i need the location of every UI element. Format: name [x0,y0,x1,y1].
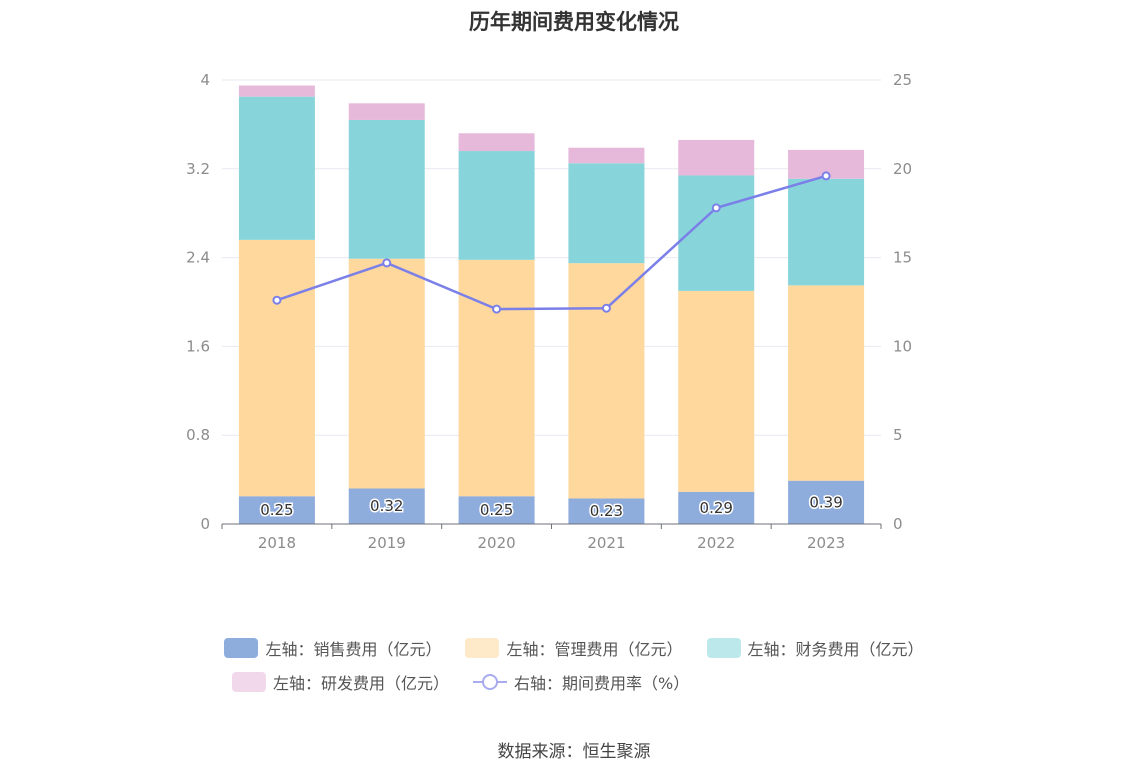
legend-swatch-finance [706,638,741,658]
y-right-tick-label: 5 [893,426,903,444]
legend-label-finance: 左轴：财务费用（亿元） [747,640,924,659]
legend-line-marker-icon [473,674,508,690]
line-point [382,258,392,268]
data-label: 0.32 [370,497,403,515]
bar-segment-3 [458,133,535,152]
line-point [601,303,611,313]
x-tick-label: 2020 [477,534,515,552]
legend-item-finance[interactable]: 左轴：财务费用（亿元） [706,636,924,660]
y-left-tick-label: 1.6 [186,337,210,355]
y-left-tick-label: 0.8 [186,426,210,444]
legend: 左轴：销售费用（亿元） 左轴：管理费用（亿元） 左轴：财务费用（亿元） 左轴：研… [0,636,1148,704]
data-label: 0.39 [809,493,842,511]
data-label: 0.25 [260,501,293,519]
bar-segment-1 [458,259,535,497]
legend-label-admin: 左轴：管理费用（亿元） [506,640,683,659]
data-label: 0.25 [480,501,513,519]
legend-row-1: 左轴：销售费用（亿元） 左轴：管理费用（亿元） 左轴：财务费用（亿元） [0,636,1148,660]
bar-segment-0 [238,496,315,524]
bar-segment-3 [568,147,645,164]
legend-label-expense-rate: 右轴：期间费用率（%） [514,674,690,693]
bar-segment-0 [458,496,535,524]
legend-item-expense-rate[interactable]: 右轴：期间费用率（%） [473,670,689,694]
bar-segment-1 [568,263,645,499]
y-right-tick-label: 20 [893,160,912,178]
legend-item-rnd[interactable]: 左轴：研发费用（亿元） [232,670,449,694]
data-label: 0.23 [590,502,623,520]
bar-segment-2 [788,178,865,286]
y-right-tick-label: 0 [893,515,903,533]
bar-segment-2 [238,96,315,240]
chart-title: 历年期间费用变化情况 [469,10,679,34]
bar-segment-1 [788,285,865,481]
data-source: 数据来源：恒生聚源 [497,742,651,762]
bar-segment-2 [568,163,645,264]
legend-swatch-rnd [232,672,266,692]
bar-segment-2 [458,151,535,260]
data-label: 0.29 [700,499,733,517]
x-tick-label: 2019 [368,534,406,552]
legend-label-rnd: 左轴：研发费用（亿元） [273,674,450,693]
bar-segment-3 [238,85,315,97]
y-right-tick-label: 10 [893,337,912,355]
y-left-tick-label: 2.4 [186,249,210,267]
bar-segment-1 [678,290,755,492]
y-right-tick-label: 15 [893,249,912,267]
y-left-tick-label: 4 [200,71,210,89]
bar-segment-0 [678,491,755,524]
bar-segment-3 [348,103,425,120]
line-point [272,295,282,305]
y-right-tick-label: 25 [893,71,912,89]
bar-segment-0 [348,488,425,524]
series-line-expense-rate [276,174,827,311]
bar-segment-2 [678,175,755,291]
legend-row-2: 左轴：研发费用（亿元） 右轴：期间费用率（%） [0,670,1148,694]
y-left-tick-label: 3.2 [186,160,210,178]
legend-item-admin[interactable]: 左轴：管理费用（亿元） [465,636,683,660]
y-left-tick-label: 0 [200,515,210,533]
x-tick-label: 2021 [587,534,625,552]
bar-segment-2 [348,119,425,259]
legend-swatch-admin [465,638,500,658]
bar-segment-3 [678,139,755,176]
line-point [492,304,502,314]
legend-swatch-sales [224,638,259,658]
bar-segment-1 [348,258,425,489]
bar-segment-0 [568,498,645,524]
line-point [821,171,831,181]
x-tick-label: 2018 [258,534,296,552]
legend-item-sales[interactable]: 左轴：销售费用（亿元） [224,636,441,660]
x-tick-label: 2023 [807,534,845,552]
line-point [711,203,721,213]
chart-canvas: 0 0.8 1.6 2.4 3.2 4 0 5 10 15 20 25 2018 2019 2020 2021… [186,71,912,552]
bar-segment-1 [238,239,315,497]
bar-segment-0 [788,480,865,524]
x-tick-label: 2022 [697,534,735,552]
legend-label-sales: 左轴：销售费用（亿元） [265,640,442,659]
